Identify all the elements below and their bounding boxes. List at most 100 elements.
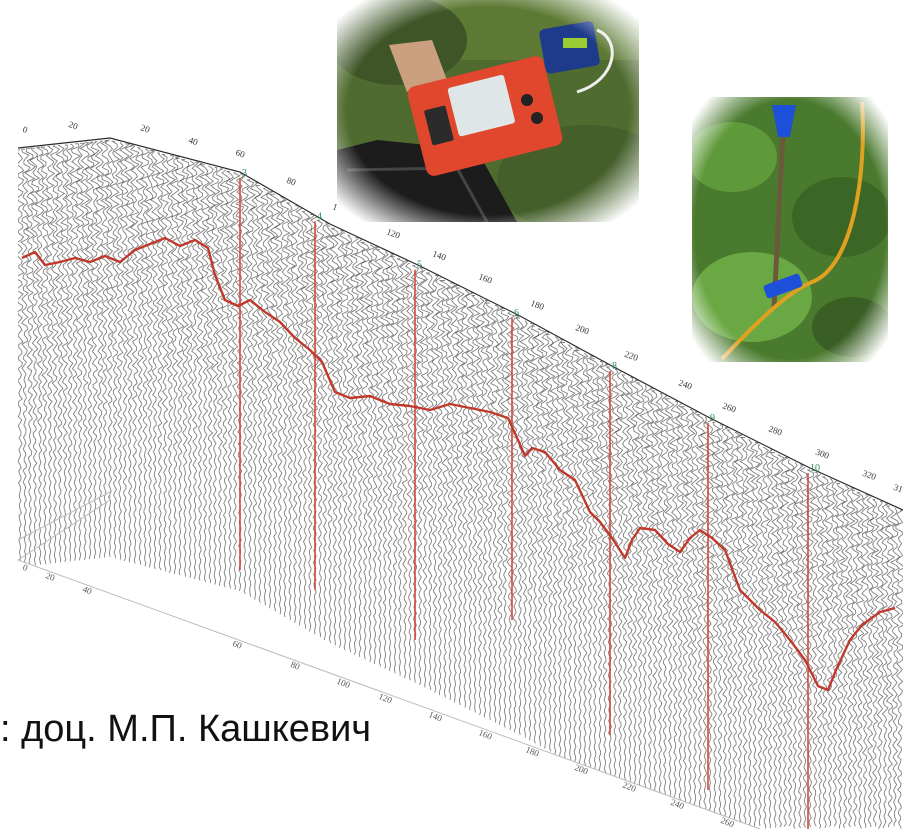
radar-trace	[333, 230, 346, 648]
top-tick-label: 40	[187, 135, 199, 148]
bottom-tick-label: 140	[427, 709, 444, 724]
radar-trace	[94, 140, 106, 559]
radar-trace	[490, 305, 500, 723]
radar-trace	[204, 165, 216, 584]
radar-trace	[329, 227, 341, 646]
profile-top-edge	[17, 137, 903, 511]
radar-trace	[344, 234, 356, 653]
radar-trace	[594, 361, 606, 779]
top-tick-label: 140	[431, 248, 448, 262]
radar-trace	[854, 492, 866, 829]
marker-label: 10	[810, 463, 820, 474]
radar-trace	[164, 155, 177, 573]
radar-trace	[889, 507, 901, 827]
radar-trace	[549, 336, 561, 755]
radar-trace	[254, 185, 266, 603]
radar-trace	[143, 150, 156, 568]
radar-trace	[219, 169, 231, 588]
top-tick-label: 300	[814, 447, 831, 461]
radar-trace	[669, 400, 682, 819]
radar-trace	[134, 147, 145, 565]
radar-trace	[104, 139, 115, 558]
radar-trace	[714, 424, 725, 828]
top-tick-label: 60	[234, 147, 246, 160]
interface-line	[21, 236, 896, 692]
radar-trace	[79, 142, 91, 560]
radar-trace	[339, 232, 351, 651]
radar-trace	[779, 457, 791, 827]
radar-trace	[533, 328, 547, 746]
radar-trace	[799, 467, 810, 828]
radar-trace	[184, 160, 196, 579]
marker-label: 5	[417, 260, 422, 271]
radar-trace	[864, 496, 876, 828]
radar-trace	[304, 213, 317, 632]
radar-trace	[415, 267, 427, 686]
radar-trace	[480, 300, 492, 718]
radar-trace	[529, 325, 542, 744]
radar-trace	[319, 222, 332, 641]
radar-trace	[515, 317, 526, 736]
electrode-stake-icon	[692, 97, 888, 362]
radar-trace	[573, 350, 586, 768]
radar-trace	[299, 211, 311, 629]
radar-trace	[290, 205, 301, 623]
bottom-tick-label: 20	[44, 570, 57, 583]
radar-trace	[634, 382, 646, 800]
radar-trace	[484, 302, 497, 721]
radar-trace	[880, 503, 892, 829]
measuring-device-photo	[337, 0, 639, 222]
radar-trace	[564, 344, 576, 763]
bottom-tick-label: 100	[335, 676, 352, 691]
marker-label: 9	[710, 413, 715, 424]
bottom-tick-label: 200	[573, 762, 590, 777]
top-tick-label: 220	[623, 349, 640, 363]
radar-trace	[474, 297, 486, 716]
radar-trace	[450, 285, 461, 703]
radar-trace	[54, 144, 66, 563]
radar-trace	[690, 411, 700, 827]
bottom-tick-label: 240	[669, 797, 686, 812]
radar-trace	[759, 447, 771, 829]
radar-trace	[589, 358, 601, 776]
radar-trace	[609, 369, 621, 787]
radar-trace	[24, 148, 36, 566]
radar-trace	[34, 147, 46, 565]
radar-trace	[349, 237, 362, 655]
radar-trace	[649, 390, 661, 808]
bottom-tick-label: 0	[21, 562, 29, 573]
top-tick-label: 120	[385, 227, 402, 241]
radar-trace	[153, 152, 165, 571]
radar-trace	[654, 393, 666, 811]
radar-trace	[49, 145, 61, 564]
top-tick-label: 20	[139, 122, 151, 135]
radar-trace	[59, 144, 70, 563]
bottom-distance-axis: 020406080100120140160180200220240260280	[21, 562, 736, 829]
radar-trace	[315, 219, 326, 638]
radar-trace	[419, 270, 431, 688]
marker-lines: 3 4 5 6 8 9 10	[239, 168, 820, 829]
radar-trace	[733, 434, 746, 829]
top-tick-label: 240	[677, 378, 694, 392]
radar-trace	[40, 146, 51, 565]
radar-trace	[773, 454, 786, 828]
radar-trace	[295, 208, 306, 626]
radar-trace	[273, 196, 286, 615]
bottom-tick-label: 120	[377, 691, 394, 706]
radar-trace	[860, 494, 872, 828]
radar-trace	[429, 275, 441, 693]
radar-trace	[149, 151, 161, 569]
radar-trace	[644, 387, 655, 806]
bottom-tick-label: 60	[231, 638, 244, 651]
top-tick-label: 280	[767, 423, 784, 437]
radar-trace	[268, 193, 281, 612]
radar-trace	[849, 489, 861, 827]
radar-trace	[119, 143, 131, 562]
radar-trace	[765, 449, 775, 829]
radar-trace	[749, 442, 761, 827]
radar-trace	[265, 190, 276, 609]
radar-trace	[454, 287, 467, 706]
radar-trace	[99, 140, 110, 558]
radar-trace	[190, 161, 201, 580]
